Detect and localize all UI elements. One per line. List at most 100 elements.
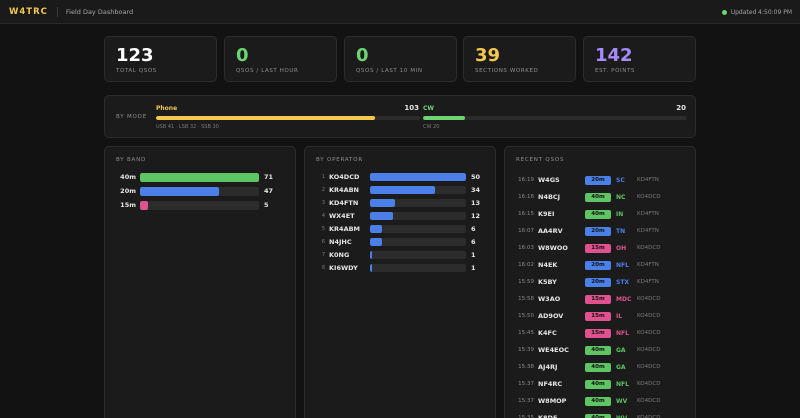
- qso-operator: KO4DCD: [637, 194, 661, 200]
- operator-rank: 4: [321, 213, 325, 219]
- band-bar: [140, 186, 259, 196]
- qso-section: NC: [616, 193, 626, 201]
- qso-time: 15:35: [518, 415, 534, 418]
- operator-rank: 2: [321, 187, 325, 193]
- band-row: 40m 71: [105, 171, 273, 183]
- qso-call: W4GS: [538, 176, 560, 184]
- qso-section: NFL: [616, 329, 629, 337]
- mode-bar-cw: [423, 116, 687, 120]
- qso-time: 16:18: [518, 194, 534, 200]
- qso-time: 16:07: [518, 228, 534, 234]
- qso-section: MDC: [616, 295, 632, 303]
- qso-row: 16:15 K9EI 40m IN KD4FTN: [505, 206, 659, 222]
- stat-label: SECTIONS WORKED: [475, 68, 539, 74]
- page-title: Field Day Dashboard: [65, 7, 134, 16]
- operator-rank: 1: [321, 174, 325, 180]
- qso-call: K9EI: [538, 210, 555, 218]
- qso-section: STX: [616, 278, 630, 286]
- section-title: BY MODE: [116, 114, 147, 120]
- operator-bar-fill: [370, 251, 372, 259]
- qso-time: 15:50: [518, 313, 534, 319]
- qso-band-badge: 15m: [585, 294, 611, 304]
- stat-card-total-qsos: 123 TOTAL QSOS: [104, 36, 217, 82]
- qso-section: WV: [616, 414, 628, 418]
- operator-row: 7 K0NG 1: [305, 249, 476, 261]
- section-title: RECENT QSOS: [516, 157, 565, 163]
- qso-band-badge: 40m: [585, 192, 611, 202]
- mode-bar-fill: [423, 116, 466, 120]
- band-bar-fill: [140, 172, 259, 182]
- qso-section: GA: [616, 363, 626, 371]
- stat-value: 0: [236, 45, 249, 66]
- operator-rank: 7: [321, 252, 325, 258]
- by-band-panel: BY BAND 40m 71 20m 47 15m 5: [104, 146, 296, 418]
- qso-band-badge: 20m: [585, 175, 611, 185]
- operator-row: 3 KD4FTN 13: [305, 197, 480, 209]
- qso-section: OH: [616, 244, 627, 252]
- qso-row: 15:50 AD9OV 15m IL KO4DCD: [505, 308, 660, 324]
- mode-detail-phone: USB 41 · LSB 32 · SSB 30: [156, 124, 219, 130]
- stat-value: 142: [595, 45, 633, 66]
- operator-bar: [370, 264, 466, 272]
- operator-row: 8 KI6WDY 1: [305, 262, 476, 274]
- band-label: 20m: [120, 187, 136, 195]
- qso-operator: KO4DCD: [637, 347, 661, 353]
- qso-section: NFL: [616, 380, 629, 388]
- qso-section: IL: [616, 312, 623, 320]
- qso-time: 15:39: [518, 347, 534, 353]
- qso-operator: KO4DCD: [637, 245, 661, 251]
- qso-operator: KD4FTN: [637, 228, 659, 234]
- stat-value: 0: [356, 45, 369, 66]
- mode-count-phone: 103: [404, 104, 419, 112]
- stat-label: TOTAL QSOS: [116, 68, 157, 74]
- section-title: BY OPERATOR: [316, 157, 363, 163]
- header-divider: [56, 6, 58, 17]
- qso-time: 16:15: [518, 211, 534, 217]
- stat-card-last-hour: 0 QSOS / LAST HOUR: [224, 36, 337, 82]
- operator-count: 6: [471, 225, 476, 233]
- qso-call: NF4RC: [538, 380, 563, 388]
- operator-bar: [370, 238, 466, 246]
- qso-band-badge: 40m: [585, 413, 611, 418]
- recent-qsos-panel: RECENT QSOS 16:19 W4GS 20m SC KD4FTN 16:18 N4B…: [504, 146, 696, 418]
- qso-section: NFL: [616, 261, 629, 269]
- operator-row: 4 WX4ET 12: [305, 210, 480, 222]
- qso-band-badge: 15m: [585, 311, 611, 321]
- qso-row: 15:37 W8MOP 40m WV KO4DCD: [505, 393, 660, 409]
- update-status: Updated 4:50:09 PM: [721, 0, 792, 24]
- qso-call: K4FC: [538, 329, 557, 337]
- qso-band-badge: 40m: [585, 362, 611, 372]
- band-bar: [140, 200, 259, 210]
- by-mode-panel: BY MODE Phone 103 USB 41 · LSB 32 · SSB …: [104, 95, 696, 138]
- stat-card-sections-worked: 39 SECTIONS WORKED: [463, 36, 576, 82]
- operator-count: 6: [471, 238, 476, 246]
- qso-band-badge: 40m: [585, 379, 611, 389]
- operator-call: WX4ET: [329, 212, 355, 220]
- stat-label: QSOS / LAST HOUR: [236, 68, 299, 74]
- qso-row: 16:18 N4BCJ 40m NC KO4DCD: [505, 189, 660, 205]
- operator-bar-fill: [370, 173, 466, 181]
- operator-bar-fill: [370, 199, 395, 207]
- top-bar: W4TRC Field Day Dashboard Updated 4:50:0…: [0, 0, 800, 24]
- mode-count-cw: 20: [676, 104, 686, 112]
- qso-time: 15:38: [518, 364, 534, 370]
- qso-time: 16:19: [518, 177, 534, 183]
- qso-operator: KD4FTN: [637, 211, 659, 217]
- qso-operator: KO4DCD: [637, 398, 661, 404]
- qso-band-badge: 20m: [585, 226, 611, 236]
- qso-row: 16:19 W4GS 20m SC KD4FTN: [505, 172, 659, 188]
- operator-call: KR4ABN: [329, 186, 359, 194]
- qso-time: 16:02: [518, 262, 534, 268]
- qso-call: N4EK: [538, 261, 558, 269]
- operator-bar: [370, 212, 466, 220]
- qso-band-badge: 15m: [585, 243, 611, 253]
- operator-rank: 3: [321, 200, 325, 206]
- stat-label: QSOS / LAST 10 MIN: [356, 68, 423, 74]
- operator-count: 50: [471, 173, 481, 181]
- operator-count: 13: [471, 199, 481, 207]
- operator-bar-fill: [370, 186, 436, 194]
- stat-value: 39: [475, 45, 501, 66]
- operator-row: 2 KR4ABN 34: [305, 184, 480, 196]
- operator-rank: 5: [321, 226, 325, 232]
- operator-row: 5 KR4ABM 6: [305, 223, 476, 235]
